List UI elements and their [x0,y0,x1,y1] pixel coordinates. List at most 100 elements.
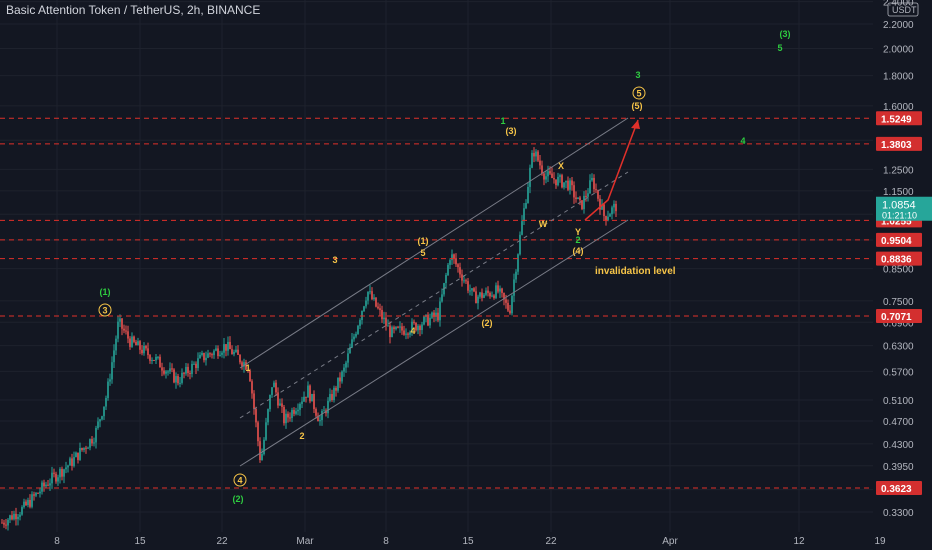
candle-body [15,513,17,520]
y-tick-label: 0.4700 [883,417,914,428]
candle-body [399,326,401,328]
candle-body [527,186,529,203]
candle-body [605,216,607,221]
candle-body [397,326,399,328]
level-label: 0.9504 [881,236,912,247]
candle-body [391,327,393,338]
candle-body [477,296,479,304]
candle-body [505,299,507,303]
candle-body [331,394,333,401]
candle-body [405,333,407,335]
candle-body [561,175,563,188]
candle-body [61,468,63,477]
candle-body [371,291,373,300]
candle-body [433,312,435,317]
candle-body [245,362,247,370]
candle-body [559,175,561,177]
candle-body [71,458,73,466]
candle-body [525,202,527,209]
candle-body [185,366,187,374]
last-price-bg [876,196,932,221]
wave-label-green: 4 [740,136,745,146]
candle-body [257,422,259,442]
candle-body [513,279,515,296]
candle-body [613,203,615,208]
candle-body [537,151,539,161]
candle-body [303,396,305,402]
candle-body [93,442,95,444]
candle-body [243,362,245,367]
candle-body [569,180,571,190]
candle-body [401,326,403,331]
candle-body [607,216,609,221]
candle-body [269,394,271,410]
candle-body [237,349,239,355]
candle-body [457,264,459,268]
candle-body [259,441,261,461]
candle-body [251,381,253,394]
candle-body [545,176,547,180]
price-axis: 2.40002.20002.00001.80001.60001.40001.25… [873,0,932,550]
candle-body [377,306,379,309]
candle-body [11,515,13,520]
candle-body [75,452,77,458]
candle-body [587,193,589,197]
level-label-bg [876,251,922,266]
candle-body [147,348,149,356]
candle-body [575,197,577,200]
wave-label-green: 5 [777,43,782,53]
candle-body [123,328,125,331]
candle-body [35,492,37,496]
candle-body [577,197,579,200]
candle-body [447,264,449,276]
x-tick-label: 12 [793,536,805,547]
candle-body [517,254,519,272]
candle-body [319,420,321,422]
y-tick-label: 1.2500 [883,165,914,176]
candle-body [221,352,223,355]
candle-body [169,368,171,372]
wave-label-orange: 3 [332,255,337,265]
candle-body [549,171,551,174]
candle-body [593,177,595,190]
chart-title: Basic Attention Token / TetherUS, 2h, BI… [6,3,261,17]
candle-body [449,260,451,265]
candle-body [339,377,341,382]
candle-body [351,339,353,348]
candle-body [531,152,533,168]
candle-body [465,280,467,282]
candle-body [315,409,317,416]
candle-body [207,353,209,358]
candle-body [565,180,567,183]
candle-body [307,385,309,398]
candle-body [355,333,357,337]
candle-body [317,415,319,422]
candle-body [471,288,473,291]
candle-body [39,491,41,494]
candle-body [187,366,189,374]
candle-body [511,295,513,314]
candle-body [615,203,617,212]
candle-body [485,290,487,295]
candle-body [289,417,291,419]
candle-body [359,320,361,326]
candles [1,147,617,531]
candle-body [149,355,151,361]
candle-body [451,254,453,261]
candle-body [163,370,165,374]
candle-body [249,370,251,382]
candle-body [181,372,183,383]
candle-body [573,185,575,198]
candle-body [87,447,89,449]
wave-label-orange: 4 [410,326,415,336]
candle-body [293,409,295,414]
candle-body [45,484,47,487]
candle-body [205,357,207,361]
candle-body [519,234,521,255]
candle-body [271,387,273,395]
candle-body [217,348,219,356]
x-tick-label: 15 [462,536,474,547]
candle-body [27,500,29,506]
candle-body [89,439,91,448]
